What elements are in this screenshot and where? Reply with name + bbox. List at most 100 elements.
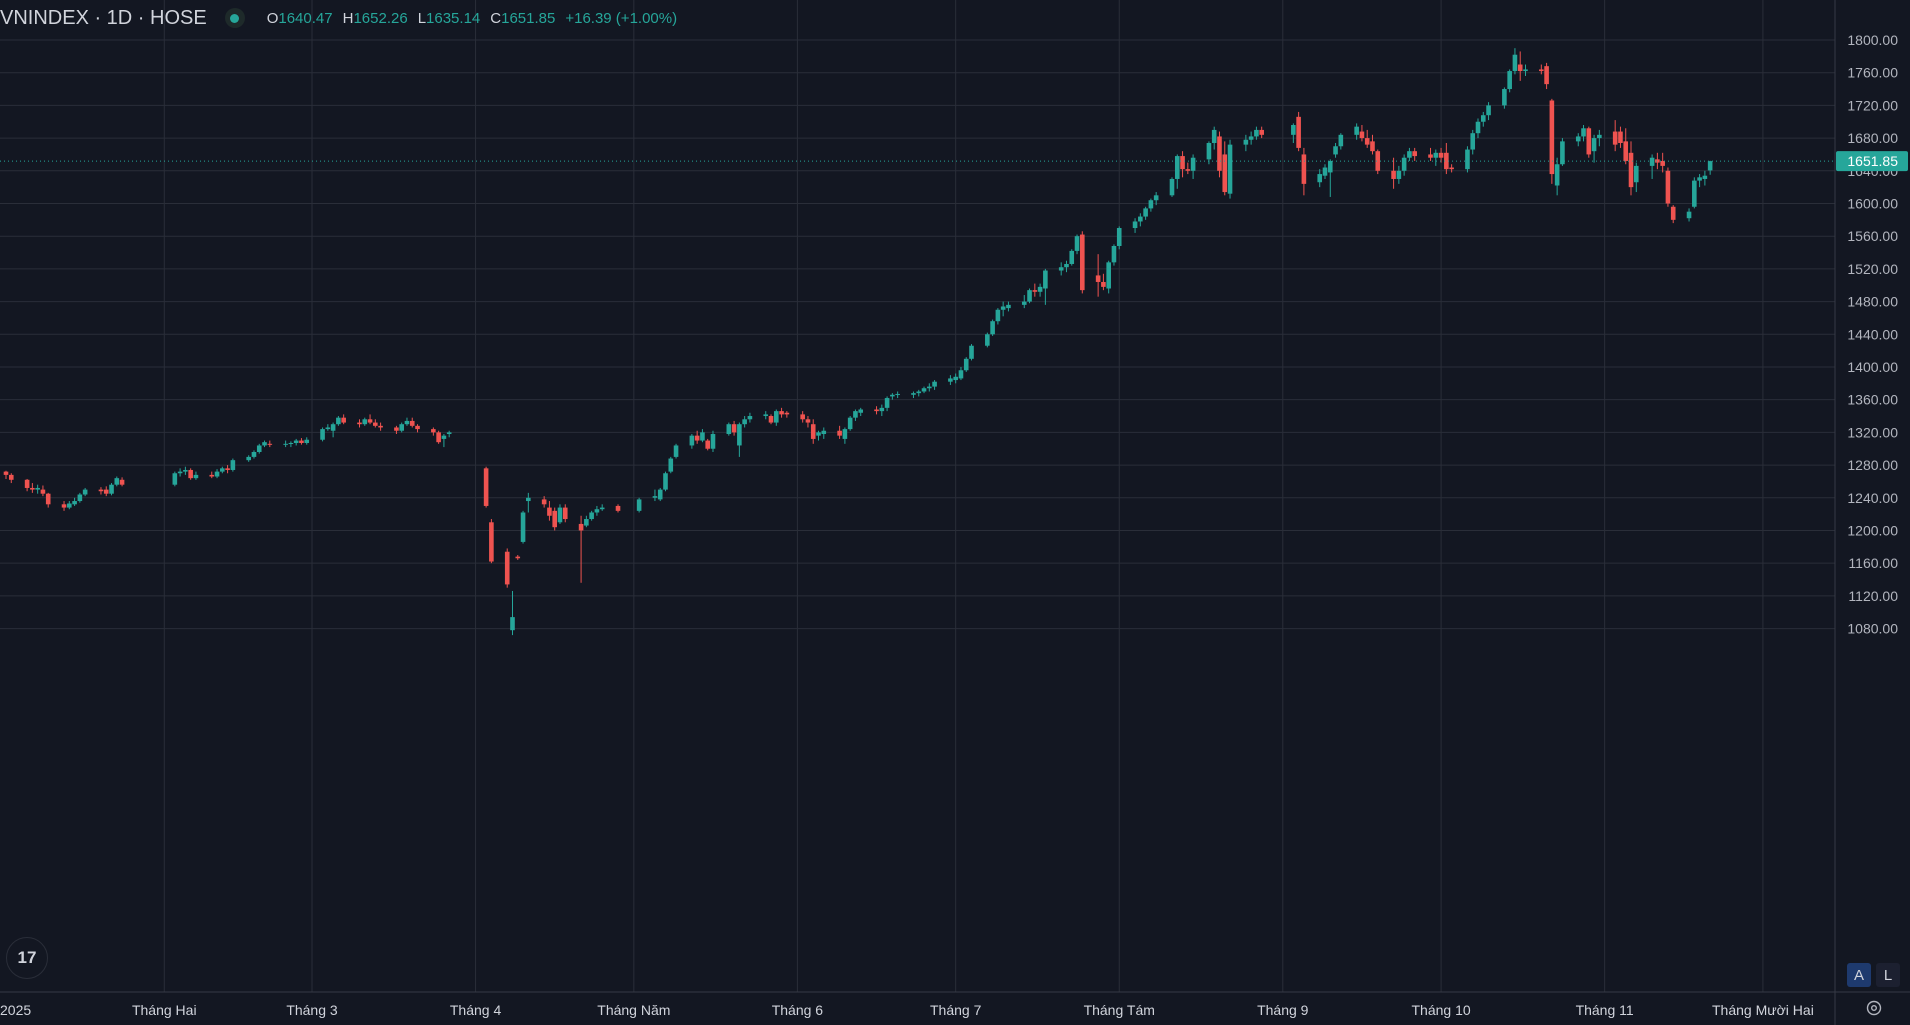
candle-down bbox=[1517, 64, 1523, 72]
candle-up bbox=[1138, 216, 1143, 222]
candle-up bbox=[1523, 69, 1528, 72]
candle-up bbox=[325, 427, 331, 430]
candle-down bbox=[1449, 167, 1454, 170]
candle-up bbox=[256, 445, 262, 452]
candle-up bbox=[842, 429, 848, 439]
candle-up bbox=[1116, 228, 1122, 246]
candle-down bbox=[431, 429, 436, 433]
candle-up bbox=[584, 519, 589, 526]
candle-down bbox=[731, 424, 737, 433]
y-tick-label: 1600.00 bbox=[1847, 195, 1898, 211]
candle-down bbox=[373, 422, 378, 426]
candle-up bbox=[663, 473, 668, 490]
candle-up bbox=[895, 393, 900, 395]
candle-down bbox=[1444, 152, 1449, 170]
candle-up bbox=[1006, 304, 1011, 309]
candle-down bbox=[874, 409, 879, 412]
candle-down bbox=[357, 422, 362, 425]
y-tick-label: 1400.00 bbox=[1847, 359, 1898, 375]
candle-down bbox=[267, 443, 273, 445]
candle-up bbox=[230, 460, 236, 470]
x-tick-label: Tháng 7 bbox=[930, 1002, 982, 1018]
candle-up bbox=[67, 503, 72, 508]
candle-up bbox=[1043, 270, 1048, 289]
candle-up bbox=[1227, 144, 1233, 194]
candle-up bbox=[1581, 128, 1586, 137]
candle-up bbox=[1021, 301, 1027, 305]
candle-up bbox=[1354, 126, 1359, 135]
candle-up bbox=[599, 507, 605, 510]
candle-down bbox=[1628, 152, 1634, 188]
candle-up bbox=[921, 388, 927, 392]
candle-up bbox=[1560, 141, 1565, 165]
candle-up bbox=[1554, 164, 1560, 186]
candle-down bbox=[779, 411, 784, 415]
candle-down bbox=[1080, 234, 1085, 291]
candle-up bbox=[1697, 177, 1702, 181]
settings-gear-icon[interactable] bbox=[1864, 998, 1884, 1018]
x-tick-label: Tháng 3 bbox=[286, 1002, 338, 1018]
log-scale-button[interactable]: L bbox=[1876, 963, 1900, 987]
candle-up bbox=[193, 474, 199, 479]
candle-up bbox=[1190, 157, 1196, 171]
candle-up bbox=[288, 443, 294, 445]
candle-up bbox=[1143, 208, 1148, 217]
candle-down bbox=[1259, 129, 1264, 135]
candle-down bbox=[1655, 159, 1660, 163]
candle-up bbox=[1058, 267, 1064, 271]
candle-down bbox=[8, 474, 14, 480]
candle-up bbox=[1174, 156, 1180, 179]
candle-up bbox=[953, 376, 958, 381]
candle-down bbox=[188, 469, 193, 479]
logo-text: 17 bbox=[17, 948, 37, 967]
candle-up bbox=[109, 484, 114, 494]
candle-up bbox=[1575, 136, 1581, 142]
x-tick-label: Tháng Năm bbox=[597, 1002, 670, 1018]
candle-down bbox=[415, 425, 420, 430]
candle-up bbox=[927, 386, 932, 389]
candle-up bbox=[911, 393, 916, 395]
candle-down bbox=[341, 417, 346, 423]
candle-up bbox=[1692, 180, 1697, 207]
candle-up bbox=[251, 451, 257, 457]
market-status-icon bbox=[224, 8, 245, 28]
candle-up bbox=[726, 424, 732, 435]
candle-up bbox=[1396, 170, 1402, 179]
open-label: O bbox=[266, 9, 279, 27]
candle-up bbox=[77, 494, 83, 502]
symbol-title[interactable]: VNINDEX · 1D · HOSE bbox=[0, 6, 207, 29]
candle-up bbox=[890, 394, 895, 397]
candle-down bbox=[1101, 281, 1106, 287]
tradingview-logo-icon[interactable]: 17 bbox=[6, 937, 48, 979]
change-value: +16.39 (+1.00%) bbox=[565, 9, 678, 27]
candle-down bbox=[1623, 141, 1629, 161]
candle-up bbox=[1317, 174, 1323, 183]
candle-up bbox=[932, 381, 937, 387]
candle-up bbox=[668, 458, 674, 472]
candle-up bbox=[526, 497, 531, 502]
candle-up bbox=[1069, 250, 1075, 264]
candle-up bbox=[1211, 129, 1217, 143]
candle-down bbox=[378, 425, 383, 428]
candle-down bbox=[1217, 136, 1222, 171]
candle-up bbox=[1074, 236, 1080, 251]
candle-up bbox=[293, 440, 299, 444]
candle-up bbox=[673, 445, 679, 457]
candle-down bbox=[409, 420, 415, 426]
candle-down bbox=[578, 523, 584, 531]
candle-down bbox=[209, 474, 215, 477]
candle-up bbox=[763, 414, 769, 417]
candle-up bbox=[404, 420, 410, 425]
open-value: 1640.47 bbox=[278, 9, 333, 27]
candle-up bbox=[884, 398, 890, 408]
candle-up bbox=[1407, 151, 1412, 158]
candle-up bbox=[1153, 195, 1159, 201]
candle-down bbox=[394, 427, 399, 431]
auto-scale-button[interactable]: A bbox=[1847, 963, 1871, 987]
candle-down bbox=[504, 551, 510, 585]
candle-down bbox=[98, 489, 104, 492]
candle-down bbox=[3, 471, 9, 475]
x-tick-label: Tháng 10 bbox=[1411, 1002, 1470, 1018]
low-value: 1635.14 bbox=[426, 9, 481, 27]
